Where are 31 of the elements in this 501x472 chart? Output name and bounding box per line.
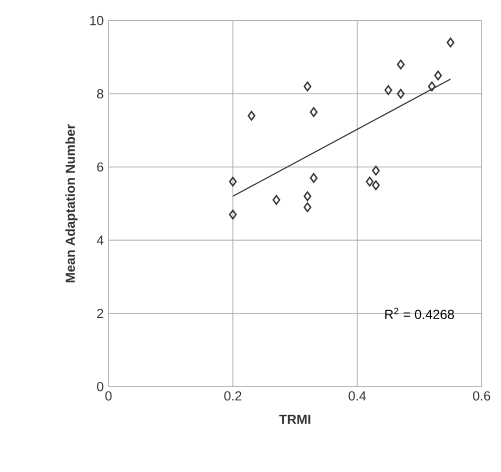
x-tick-label: 0.6 <box>473 391 490 401</box>
x-tick-label: 0 <box>105 391 112 401</box>
y-tick-label: 8 <box>97 89 104 98</box>
point <box>396 88 405 99</box>
point <box>372 180 380 190</box>
point <box>228 176 237 187</box>
point <box>272 194 280 205</box>
y-tick-label: 2 <box>97 308 104 318</box>
point <box>366 176 374 187</box>
point <box>304 202 312 212</box>
point <box>304 82 312 92</box>
point <box>428 82 436 92</box>
y-tick-label: 10 <box>90 16 104 26</box>
y-tick-label: 0 <box>97 382 104 392</box>
point <box>310 107 318 117</box>
y-tick-label: 6 <box>97 162 104 172</box>
point <box>310 173 318 183</box>
point <box>228 210 237 220</box>
y-axis-title: Mean Adaptation Number <box>65 124 78 282</box>
point <box>434 70 442 80</box>
x-axis-title: TRMI <box>279 414 310 424</box>
point <box>396 60 405 70</box>
point <box>372 166 380 176</box>
x-tick-label: 0.2 <box>224 391 242 401</box>
y-tick-label: 4 <box>96 236 104 245</box>
point <box>304 191 312 202</box>
point <box>446 38 454 48</box>
point <box>248 110 256 121</box>
annotation: R$^{2}$ = 0.4268 <box>385 308 454 320</box>
point <box>384 85 392 96</box>
x-tick-label: 0.4 <box>348 391 366 401</box>
